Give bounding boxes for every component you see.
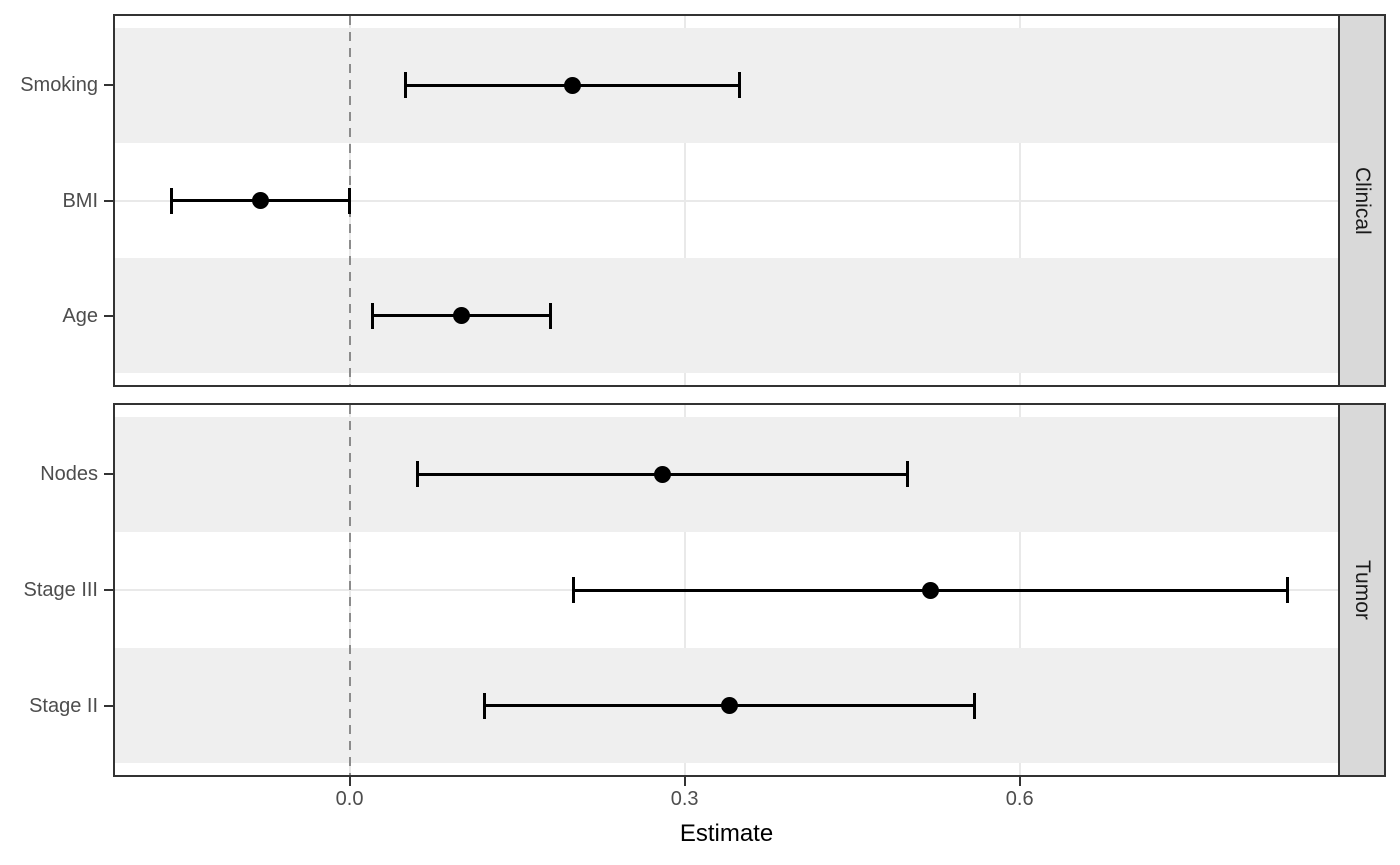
row-shading-band xyxy=(115,258,1338,374)
y-axis-tick xyxy=(104,199,113,202)
ci-upper-cap xyxy=(905,461,909,488)
panel-tumor xyxy=(113,403,1340,777)
x-axis-tick xyxy=(683,777,686,786)
point-estimate xyxy=(251,192,269,209)
point-estimate xyxy=(653,465,671,483)
facet-strip-label-clinical: Clinical xyxy=(1351,166,1374,235)
ci-upper-cap xyxy=(347,187,351,214)
ci-lower-cap xyxy=(404,72,408,99)
y-axis-tick xyxy=(104,704,113,707)
x-axis-tick-label: 0.6 xyxy=(1005,788,1034,810)
facet-clinical xyxy=(113,14,1340,387)
point-estimate xyxy=(564,76,582,94)
y-axis-label-stage-ii: Stage II xyxy=(29,694,98,717)
x-axis-title: Estimate xyxy=(679,820,774,847)
ci-upper-cap xyxy=(548,302,552,329)
y-axis-tick xyxy=(104,314,113,317)
point-estimate xyxy=(921,581,939,599)
ci-lower-cap xyxy=(169,187,173,214)
zero-reference-line xyxy=(348,405,351,775)
y-axis-tick xyxy=(104,473,113,476)
x-axis-tick-label: 0.3 xyxy=(670,788,699,810)
point-estimate xyxy=(452,307,470,325)
panel-clinical xyxy=(113,14,1340,387)
point-estimate xyxy=(720,697,738,715)
y-axis-label-age: Age xyxy=(62,304,98,327)
facet-strip-tumor: Tumor xyxy=(1338,403,1386,777)
ci-lower-cap xyxy=(415,461,419,488)
ci-upper-cap xyxy=(738,72,742,99)
facet-strip-label-tumor: Tumor xyxy=(1351,560,1374,620)
facet-tumor xyxy=(113,403,1340,777)
y-axis-tick xyxy=(104,84,113,87)
ci-upper-cap xyxy=(1285,577,1289,603)
y-gridline xyxy=(115,199,1338,202)
y-axis-label-smoking: Smoking xyxy=(20,74,98,97)
y-axis-label-bmi: BMI xyxy=(62,189,98,212)
y-axis-label-nodes: Nodes xyxy=(40,463,98,486)
y-axis-label-stage-iii: Stage III xyxy=(23,579,99,601)
x-axis-tick xyxy=(348,777,351,786)
x-axis-tick-label: 0.0 xyxy=(335,788,364,810)
ci-lower-cap xyxy=(482,692,486,719)
y-axis-tick xyxy=(104,589,113,591)
ci-lower-cap xyxy=(571,577,575,603)
facet-strip-clinical: Clinical xyxy=(1338,14,1386,387)
x-axis-tick xyxy=(1018,777,1021,786)
ci-lower-cap xyxy=(370,302,374,329)
ci-upper-cap xyxy=(973,692,976,719)
